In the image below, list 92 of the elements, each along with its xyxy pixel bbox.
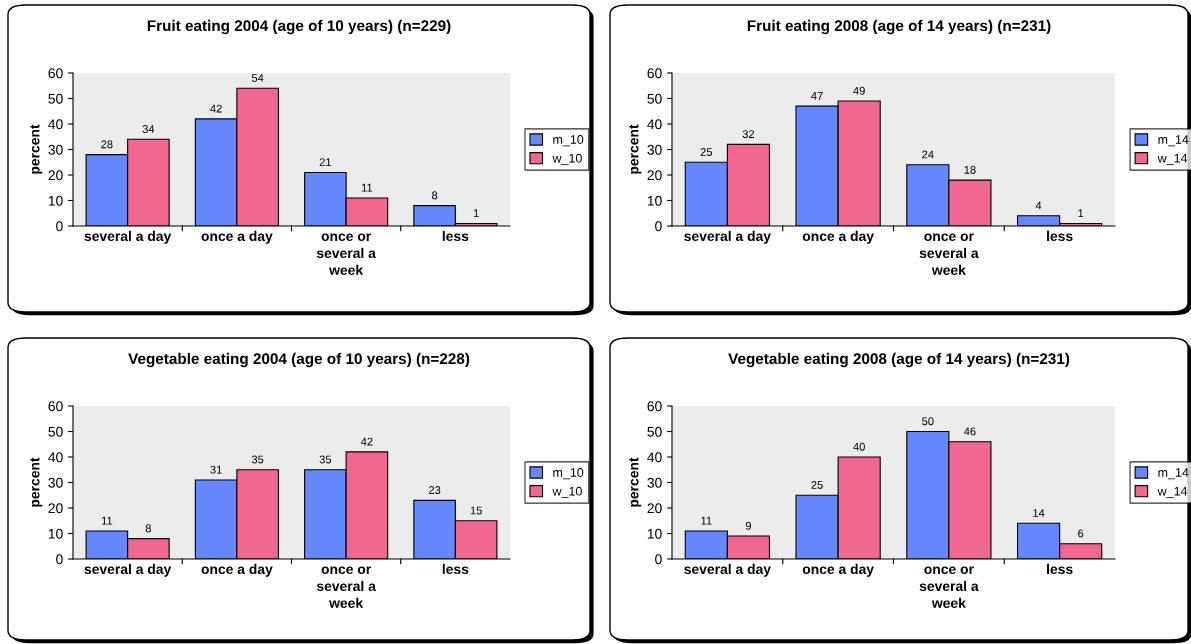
data-label: 34 bbox=[142, 125, 155, 133]
data-label: 15 bbox=[470, 506, 482, 515]
y-tick-label: 60 bbox=[647, 401, 662, 412]
x-tick-label: several a day bbox=[684, 230, 771, 244]
y-axis-title: percent bbox=[30, 457, 43, 507]
legend-label: m_14 bbox=[1158, 135, 1189, 147]
data-label: 42 bbox=[360, 437, 373, 446]
y-tick-label: 30 bbox=[647, 477, 662, 488]
data-label: 11 bbox=[101, 516, 113, 525]
chart-title: Fruit eating 2008 (age of 14 years) (n=231) bbox=[747, 19, 1051, 35]
data-label: 23 bbox=[429, 486, 441, 494]
y-tick-label: 10 bbox=[647, 528, 662, 539]
y-tick-label: 10 bbox=[48, 195, 63, 206]
data-label: 40 bbox=[853, 442, 865, 451]
data-label: 35 bbox=[251, 455, 264, 464]
x-tick-label: once or several a week bbox=[919, 566, 979, 609]
data-label: 42 bbox=[210, 104, 222, 113]
data-label: 8 bbox=[432, 191, 438, 200]
legend-label: w_14 bbox=[1157, 486, 1188, 498]
y-tick-label: 60 bbox=[48, 401, 63, 412]
data-label: 8 bbox=[145, 524, 151, 533]
y-tick-label: 0 bbox=[56, 554, 63, 565]
y-tick-label: 60 bbox=[647, 68, 662, 79]
data-label: 9 bbox=[745, 521, 751, 530]
data-label: 49 bbox=[853, 86, 865, 95]
data-label: 32 bbox=[742, 130, 755, 139]
y-tick-label: 20 bbox=[48, 170, 63, 181]
data-label: 50 bbox=[922, 417, 934, 426]
legend-label: m_10 bbox=[553, 135, 584, 147]
data-label: 25 bbox=[700, 148, 713, 156]
data-label: 11 bbox=[361, 183, 373, 192]
y-tick-label: 50 bbox=[647, 426, 662, 437]
x-tick-label: once or several a week bbox=[919, 233, 979, 276]
y-tick-label: 20 bbox=[48, 503, 63, 514]
y-axis-title: percent bbox=[30, 124, 43, 174]
chart-title: Fruit eating 2004 (age of 10 years) (n=229) bbox=[147, 19, 451, 35]
y-tick-label: 0 bbox=[655, 221, 662, 232]
legend-label: m_10 bbox=[553, 468, 584, 480]
x-tick-label: once or several a week bbox=[316, 233, 376, 276]
x-tick-label: less bbox=[1047, 563, 1073, 575]
y-tick-label: 40 bbox=[647, 119, 662, 130]
y-tick-label: 20 bbox=[647, 170, 662, 181]
y-tick-label: 40 bbox=[647, 452, 662, 463]
x-tick-label: once a day bbox=[201, 563, 273, 577]
data-label: 1 bbox=[1078, 209, 1084, 217]
data-label: 46 bbox=[963, 427, 976, 436]
data-label: 47 bbox=[811, 92, 823, 100]
legend-label: m_14 bbox=[1158, 468, 1189, 480]
data-label: 21 bbox=[319, 158, 332, 166]
y-tick-label: 50 bbox=[647, 93, 662, 104]
y-axis-title: percent bbox=[629, 457, 642, 507]
chart-title: Vegetable eating 2008 (age of 14 years) (n=231) bbox=[728, 352, 1070, 368]
y-tick-label: 30 bbox=[48, 144, 63, 155]
y-tick-label: 0 bbox=[655, 554, 662, 565]
data-label: 18 bbox=[964, 165, 976, 174]
legend-label: w_14 bbox=[1157, 153, 1188, 165]
y-tick-label: 60 bbox=[48, 68, 63, 79]
data-label: 24 bbox=[922, 150, 934, 159]
data-label: 28 bbox=[101, 140, 113, 149]
legend-label: w_10 bbox=[552, 153, 582, 165]
y-tick-label: 30 bbox=[48, 477, 63, 488]
legend-label: w_10 bbox=[552, 486, 582, 498]
x-tick-label: several a day bbox=[684, 563, 771, 577]
y-tick-label: 0 bbox=[56, 221, 63, 232]
x-tick-label: once a day bbox=[802, 563, 874, 577]
data-label: 14 bbox=[1033, 509, 1045, 517]
data-label: 4 bbox=[1035, 201, 1042, 210]
y-tick-label: 10 bbox=[647, 195, 662, 206]
data-label: 31 bbox=[210, 465, 222, 474]
data-label: 6 bbox=[1078, 529, 1084, 538]
data-label: 11 bbox=[701, 516, 712, 525]
y-tick-label: 10 bbox=[48, 528, 63, 539]
data-label: 1 bbox=[473, 209, 479, 217]
x-tick-label: less bbox=[442, 563, 469, 575]
x-tick-label: once a day bbox=[201, 230, 273, 244]
y-tick-label: 50 bbox=[48, 93, 63, 104]
y-tick-label: 50 bbox=[48, 426, 63, 437]
y-axis-title: percent bbox=[629, 124, 642, 174]
x-tick-label: once a day bbox=[802, 230, 874, 244]
y-tick-label: 40 bbox=[48, 452, 63, 463]
x-tick-label: several a day bbox=[84, 230, 172, 244]
data-label: 54 bbox=[251, 74, 264, 82]
x-tick-label: several a day bbox=[84, 563, 172, 577]
data-label: 25 bbox=[811, 481, 823, 489]
x-tick-label: less bbox=[442, 230, 469, 242]
data-label: 35 bbox=[319, 455, 332, 464]
x-tick-label: once or several a week bbox=[316, 566, 376, 609]
y-tick-label: 20 bbox=[647, 503, 662, 514]
chart-title: Vegetable eating 2004 (age of 10 years) (n=228) bbox=[128, 352, 470, 368]
y-tick-label: 40 bbox=[48, 119, 63, 130]
x-tick-label: less bbox=[1047, 230, 1073, 242]
y-tick-label: 30 bbox=[647, 144, 662, 155]
